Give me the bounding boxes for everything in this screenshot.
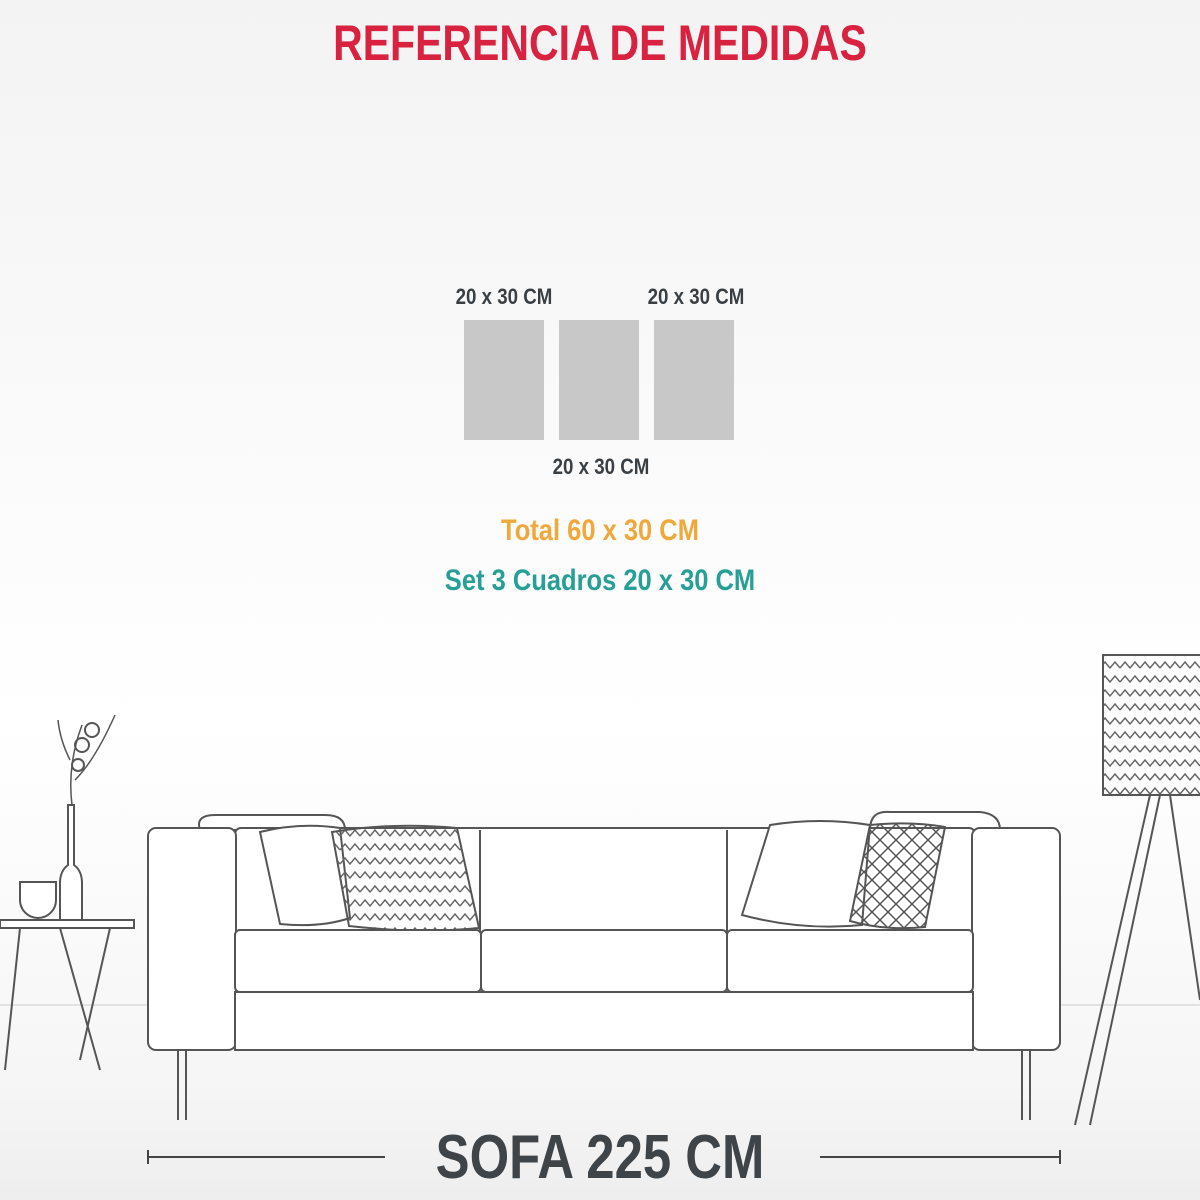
panel-middle-label: 20 x 30 CM xyxy=(552,454,650,479)
total-size: Total 60 x 30 CM xyxy=(501,514,699,547)
set-description: Set 3 Cuadros 20 x 30 CM xyxy=(444,564,756,597)
panel-middle xyxy=(559,320,639,440)
floor-lamp xyxy=(1074,654,1200,1126)
panel-left-label: 20 x 30 CM xyxy=(455,284,553,309)
panel-right-label: 20 x 30 CM xyxy=(647,284,745,309)
sofa-dimension-line xyxy=(147,1150,1061,1164)
side-table xyxy=(0,714,135,1071)
page-title: REFERENCIA DE MEDIDAS xyxy=(333,15,867,71)
sofa-size-label: SOFA 225 CM xyxy=(435,1123,765,1192)
panel-left xyxy=(464,320,544,440)
sofa xyxy=(147,810,1061,1120)
panel-right xyxy=(654,320,734,440)
